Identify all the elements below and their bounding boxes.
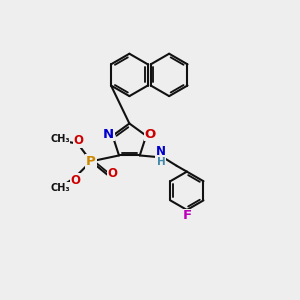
Text: H: H: [157, 157, 165, 167]
Text: O: O: [107, 167, 117, 180]
Text: O: O: [70, 174, 80, 187]
Text: N: N: [155, 145, 165, 158]
Text: N: N: [103, 128, 114, 141]
Text: CH₃: CH₃: [50, 183, 70, 193]
Text: P: P: [86, 155, 96, 168]
Text: O: O: [144, 128, 156, 141]
Text: CH₃: CH₃: [50, 134, 70, 144]
Text: F: F: [182, 209, 191, 222]
Text: O: O: [74, 134, 83, 147]
